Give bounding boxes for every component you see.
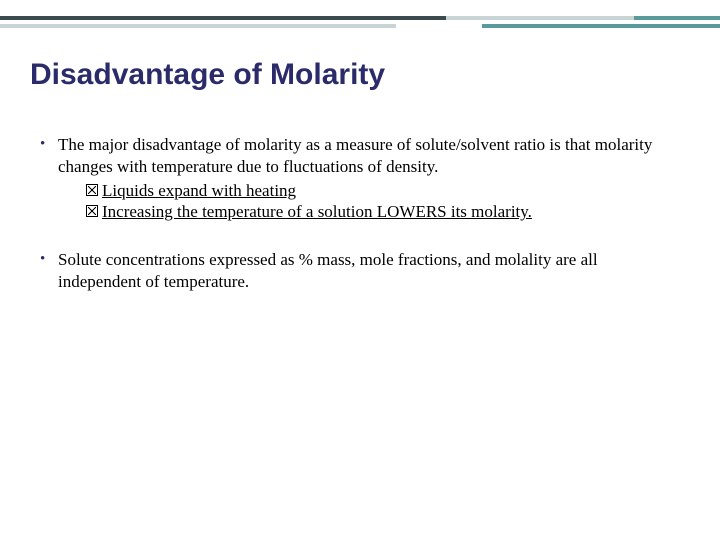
slide: Disadvantage of Molarity • The major dis…: [0, 0, 720, 540]
checkbox-bullet-icon: [86, 184, 98, 196]
bullet-text-block: The major disadvantage of molarity as a …: [58, 134, 680, 223]
sub-bullet-item: Increasing the temperature of a solution…: [86, 201, 680, 223]
border-row-1: [0, 16, 720, 20]
sub-bullet-list: Liquids expand with heating Increasing t…: [86, 180, 680, 224]
checkbox-bullet-icon: [86, 205, 98, 217]
slide-title: Disadvantage of Molarity: [30, 58, 720, 92]
decorative-top-border: [0, 0, 720, 36]
sub-bullet-item: Liquids expand with heating: [86, 180, 680, 202]
bullet-text: The major disadvantage of molarity as a …: [58, 135, 652, 176]
bullet-text: Solute concentrations expressed as % mas…: [58, 250, 598, 291]
bullet-marker: •: [40, 134, 58, 223]
border-row-2: [0, 24, 720, 28]
bullet-item: • The major disadvantage of molarity as …: [40, 134, 680, 223]
bullet-item: • Solute concentrations expressed as % m…: [40, 249, 680, 293]
slide-content: • The major disadvantage of molarity as …: [40, 134, 680, 293]
sub-bullet-text: Increasing the temperature of a solution…: [102, 201, 532, 223]
bullet-text-block: Solute concentrations expressed as % mas…: [58, 249, 680, 293]
bullet-marker: •: [40, 249, 58, 293]
sub-bullet-text: Liquids expand with heating: [102, 180, 296, 202]
